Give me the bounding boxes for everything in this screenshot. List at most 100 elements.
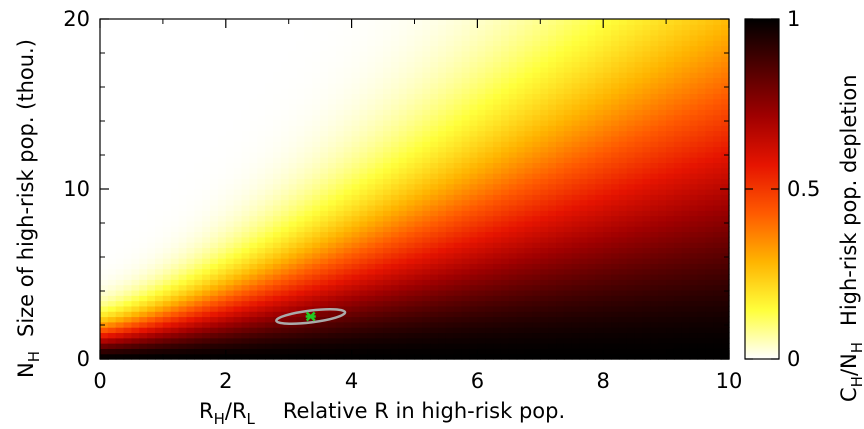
heatmap-cell — [445, 327, 455, 334]
heatmap-cell — [178, 321, 188, 328]
heatmap-cell — [202, 77, 211, 84]
heatmap-cell — [194, 321, 203, 328]
heatmap-cell — [532, 146, 541, 153]
heatmap-cell — [650, 348, 659, 355]
heatmap-cell — [658, 114, 667, 121]
heatmap-cell — [469, 279, 478, 286]
heatmap-cell — [673, 332, 683, 339]
heatmap-cell — [328, 295, 337, 302]
heatmap-cell — [571, 348, 581, 355]
heatmap-cell — [587, 66, 596, 73]
heatmap-cell — [202, 279, 211, 286]
heatmap-cell — [155, 88, 164, 94]
heatmap-cell — [508, 348, 518, 355]
heatmap-cell — [107, 130, 117, 137]
heatmap-cell — [532, 77, 541, 84]
heatmap-cell — [673, 204, 683, 211]
heatmap-cell — [194, 327, 203, 334]
heatmap-cell — [320, 311, 329, 318]
heatmap-cell — [406, 226, 416, 233]
heatmap-cell — [351, 279, 361, 286]
heatmap-cell — [312, 61, 321, 68]
heatmap-cell — [398, 327, 408, 334]
heatmap-cell — [320, 77, 329, 84]
heatmap-cell — [603, 50, 612, 57]
heatmap-cell — [225, 199, 235, 206]
heatmap-cell — [508, 183, 518, 190]
heatmap-cell — [272, 300, 282, 307]
heatmap-cell — [642, 189, 651, 195]
heatmap-cell — [288, 305, 298, 312]
heatmap-cell — [312, 279, 321, 286]
heatmap-cell — [414, 151, 423, 158]
heatmap-cell — [611, 151, 620, 158]
heatmap-cell — [626, 311, 636, 318]
heatmap-cell — [398, 34, 408, 41]
heatmap-cell — [595, 162, 604, 169]
heatmap-cell — [469, 199, 478, 206]
heatmap-cell — [681, 29, 691, 36]
heatmap-cell — [713, 332, 722, 339]
heatmap-cell — [540, 258, 549, 264]
heatmap-cell — [225, 258, 235, 264]
heatmap-cell — [556, 66, 565, 73]
heatmap-cell — [673, 337, 683, 344]
heatmap-cell — [548, 40, 557, 47]
heatmap-cell — [485, 88, 494, 94]
heatmap-cell — [194, 162, 203, 169]
heatmap-cell — [422, 289, 431, 296]
heatmap-cell — [532, 210, 541, 217]
heatmap-cell — [186, 199, 195, 206]
heatmap-cell — [430, 109, 439, 116]
heatmap-cell — [312, 109, 321, 116]
heatmap-cell — [100, 29, 109, 36]
heatmap-cell — [351, 337, 361, 344]
heatmap-cell — [556, 130, 565, 137]
heatmap-cell — [579, 289, 589, 296]
heatmap-cell — [265, 157, 274, 164]
heatmap-cell — [556, 173, 565, 179]
heatmap-cell — [178, 295, 188, 302]
heatmap-cell — [532, 316, 541, 323]
heatmap-cell — [257, 82, 266, 89]
heatmap-cell — [249, 210, 258, 217]
heatmap-cell — [595, 194, 604, 201]
heatmap-cell — [414, 119, 423, 126]
heatmap-cell — [249, 327, 258, 334]
heatmap-cell — [383, 50, 392, 57]
heatmap-cell — [697, 183, 707, 190]
heatmap-cell — [469, 24, 478, 31]
heatmap-cell — [650, 194, 659, 201]
heatmap-cell — [178, 19, 188, 25]
heatmap-cell — [288, 268, 298, 275]
heatmap-cell — [210, 61, 219, 68]
heatmap-cell — [272, 247, 282, 254]
heatmap-cell — [500, 284, 510, 291]
heatmap-cell — [265, 220, 274, 227]
heatmap-cell — [367, 125, 376, 132]
heatmap-cell — [288, 220, 298, 227]
heatmap-cell — [123, 247, 133, 254]
heatmap-cell — [383, 210, 392, 217]
heatmap-cell — [147, 337, 156, 344]
heatmap-cell — [697, 72, 707, 79]
heatmap-cell — [689, 98, 699, 105]
heatmap-cell — [351, 284, 361, 291]
heatmap-cell — [320, 327, 329, 334]
heatmap-cell — [170, 204, 180, 211]
heatmap-cell — [571, 210, 581, 217]
heatmap-cell — [477, 300, 486, 307]
heatmap-cell — [233, 119, 243, 126]
heatmap-cell — [265, 135, 274, 142]
heatmap-cell — [225, 61, 235, 68]
heatmap-cell — [100, 258, 109, 264]
heatmap-cell — [186, 204, 195, 211]
heatmap-cell — [265, 305, 274, 312]
heatmap-cell — [328, 173, 337, 179]
heatmap-cell — [351, 231, 361, 238]
heatmap-cell — [304, 252, 313, 259]
heatmap-cell — [650, 93, 659, 100]
heatmap-cell — [328, 226, 337, 233]
heatmap-cell — [406, 104, 416, 110]
heatmap-cell — [485, 268, 494, 275]
